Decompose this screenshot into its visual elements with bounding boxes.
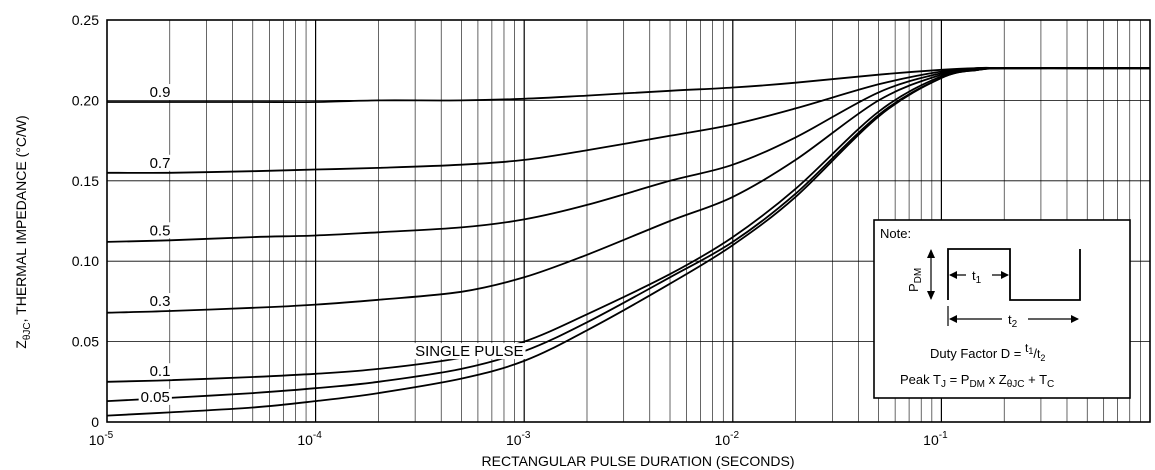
peak-tj-main: Peak T	[900, 372, 941, 387]
t2-arrow-head-right	[1071, 315, 1079, 323]
t1-label-bg	[966, 266, 992, 284]
y-axis-label-sub: θJC	[22, 322, 33, 340]
pulse-waveform	[947, 248, 1081, 301]
y-tick-label: 0.10	[72, 253, 99, 269]
curve-label-bg	[147, 293, 173, 310]
x-tick-base: 10	[715, 432, 731, 448]
curves	[106, 66, 1150, 417]
t2-label-main: t	[1008, 312, 1012, 327]
x-tick-labels: 10-5 10-4 10-3 10-2 10-1	[89, 430, 948, 448]
curve-label-bg	[147, 222, 173, 239]
x-tick-exp: -3	[522, 430, 531, 441]
curve-label-single-pulse: SINGLE PULSE	[415, 343, 523, 360]
y-tick-label: 0.15	[72, 173, 99, 189]
pdm-label-sub: DM	[913, 268, 924, 284]
x-tick-base: 10	[297, 432, 313, 448]
y-tick-label: 0.20	[72, 92, 99, 108]
x-tick-label: 10-4	[297, 430, 322, 448]
t2-label: t2	[1008, 312, 1018, 330]
curve-label-0-05: 0.05	[141, 389, 170, 406]
curve-0-9	[107, 67, 1150, 104]
x-axis-label: RECTANGULAR PULSE DURATION (SECONDS)	[482, 453, 795, 469]
duty-factor-t1: t	[1025, 341, 1029, 355]
x-tick-label: 10-5	[89, 430, 114, 448]
x-tick-label: 10-3	[506, 430, 531, 448]
curve-label-bg	[138, 388, 172, 405]
peak-tj-sub: J	[941, 379, 946, 390]
peak-z-sub: θJC	[1007, 379, 1025, 390]
curve-label-bg	[413, 343, 526, 360]
t1-arrow-head-left	[949, 271, 957, 279]
curve-0-3	[106, 66, 1150, 314]
curve-labels: 0.9 0.7 0.5 0.3 0.1 0.05 SINGLE PULSE	[138, 84, 526, 406]
t2-arrow-head-left	[949, 315, 957, 323]
peak-tj-text: Peak TJ = PDM x ZθJC + TC	[900, 372, 1054, 390]
curve-label-0-7: 0.7	[150, 155, 171, 172]
pdm-label-main: P	[906, 283, 921, 292]
pdm-label: PDM	[906, 268, 924, 292]
y-tick-labels: 0 0.05 0.10 0.15 0.20 0.25	[72, 12, 99, 430]
y-axis-label-rest: , THERMAL IMPEDANCE (°C/W)	[13, 115, 29, 322]
curve-label-0-5: 0.5	[150, 222, 171, 239]
peak-pdm-sub: DM	[969, 379, 985, 390]
duty-factor-t2-sub: 2	[1040, 353, 1045, 363]
duty-factor-t2: t	[1037, 347, 1041, 361]
peak-eq: = P	[946, 372, 970, 387]
y-axis-label: ZθJC, THERMAL IMPEDANCE (°C/W)	[13, 115, 33, 348]
duty-factor-text: Duty Factor D = t1/t2	[930, 341, 1045, 363]
curve-label-0-1: 0.1	[150, 363, 171, 380]
x-tick-exp: -4	[313, 430, 322, 441]
curve-label-bg	[147, 154, 173, 171]
plot-frame	[106, 19, 1151, 423]
note-box: Note: PDM t1 t2 Duty Factor D = t1/t2	[873, 219, 1131, 399]
x-tick-label: 10-2	[715, 430, 740, 448]
curve-label-bg	[147, 363, 173, 380]
duty-factor-main: Duty Factor D =	[930, 346, 1025, 361]
x-tick-exp: -1	[939, 430, 948, 441]
peak-x: x Z	[985, 372, 1007, 387]
duty-factor-slash: /	[1033, 346, 1037, 361]
peak-plus: + T	[1024, 372, 1047, 387]
t1-label: t1	[972, 268, 982, 286]
t2-label-bg	[1002, 310, 1028, 328]
y-tick-label: 0	[91, 414, 99, 430]
x-tick-base: 10	[923, 432, 939, 448]
pdm-arrow-head-bottom	[927, 291, 935, 300]
x-tick-base: 10	[506, 432, 522, 448]
y-tick-label: 0.05	[72, 334, 99, 350]
y-axis-label-main: Z	[13, 340, 29, 349]
x-tick-base: 10	[89, 432, 105, 448]
curve-label-bg	[147, 84, 173, 101]
t1-label-main: t	[972, 268, 976, 283]
t1-arrow-head-right	[1001, 271, 1009, 279]
curve-label-0-9: 0.9	[150, 84, 171, 101]
duty-factor-t1-sub: 1	[1028, 346, 1033, 356]
t1-label-sub: 1	[976, 275, 982, 286]
pdm-arrow-head-top	[927, 249, 935, 258]
t2-label-sub: 2	[1012, 319, 1018, 330]
y-tick-label: 0.25	[72, 12, 99, 28]
x-tick-label: 10-1	[923, 430, 948, 448]
curve-single-pulse	[106, 67, 1150, 417]
curve-0-7	[106, 67, 1150, 174]
x-tick-exp: -2	[730, 430, 739, 441]
peak-tc-sub: C	[1047, 379, 1054, 390]
curve-label-0-3: 0.3	[150, 293, 171, 310]
x-tick-exp: -5	[104, 430, 113, 441]
note-title: Note:	[880, 226, 911, 241]
